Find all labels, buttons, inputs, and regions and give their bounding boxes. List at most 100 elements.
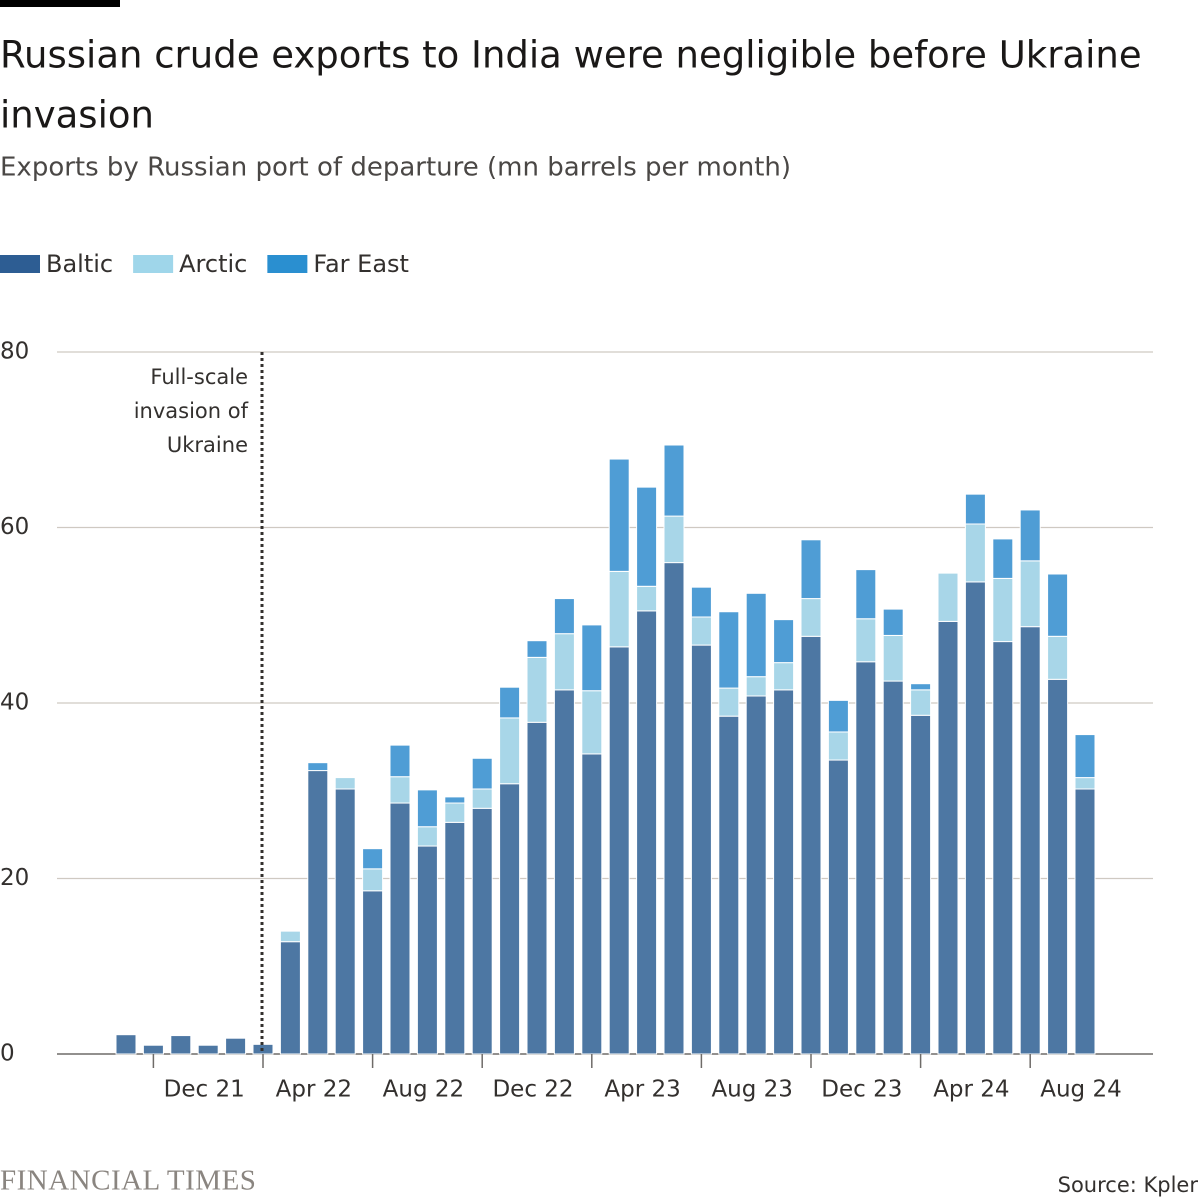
bar-segment (718, 687, 740, 717)
annotation: Full-scale (150, 365, 248, 389)
legend-swatch (0, 255, 40, 273)
bar-segment (444, 796, 466, 804)
annotation: invasion of (134, 399, 249, 423)
legend-label: Arctic (179, 250, 247, 278)
bar-segment (690, 644, 712, 1055)
x-tick-label: Dec 21 (164, 1077, 245, 1103)
bar-segment (773, 689, 795, 1055)
bar-segment (499, 686, 521, 719)
bar-segment (581, 753, 603, 1055)
bar-segment (334, 788, 356, 1055)
bar-segment (663, 515, 685, 564)
bar-segment (416, 789, 438, 828)
bar-segment (773, 662, 795, 691)
bar-segment (937, 620, 959, 1055)
legend-label: Baltic (46, 250, 113, 278)
bar-segment (608, 570, 630, 648)
bar-segment (115, 1034, 137, 1055)
annotation: Ukraine (167, 433, 248, 457)
bar-segment (1019, 560, 1041, 628)
x-tick-label: Aug 23 (711, 1077, 793, 1103)
bar-segment (225, 1037, 247, 1055)
bar-segment (362, 848, 384, 870)
legend-swatch (267, 255, 308, 273)
bar-segment (362, 890, 384, 1055)
x-tick-label: Dec 23 (821, 1077, 902, 1103)
x-tick-label: Apr 23 (604, 1077, 680, 1103)
bar-segment (992, 538, 1014, 579)
bar-segment (964, 523, 986, 583)
bar-segment (745, 592, 767, 678)
x-tick-label: Aug 22 (383, 1077, 465, 1103)
bar-segment (1019, 509, 1041, 562)
bar-segment (307, 762, 329, 772)
bar-segment (636, 585, 658, 612)
bar-segment (827, 759, 849, 1055)
bar-segment (827, 731, 849, 761)
bar-segment (279, 930, 301, 943)
bar-segment (964, 493, 986, 525)
y-tick-label: 60 (0, 514, 29, 540)
y-tick-label: 80 (0, 339, 29, 365)
bar-segment (910, 683, 932, 691)
bar-segment (471, 807, 493, 1055)
bar-segment (910, 689, 932, 716)
bar-segment (800, 598, 822, 637)
y-tick-label: 20 (0, 865, 29, 891)
bar-segment (307, 770, 329, 1055)
bar-segment (964, 581, 986, 1055)
bar-segment (553, 598, 575, 635)
bar-segment (389, 776, 411, 804)
bar-segment (882, 680, 904, 1055)
bar-segment (1047, 573, 1069, 637)
bar-segment (581, 690, 603, 755)
bar-segment (471, 757, 493, 790)
bar-segment (773, 619, 795, 664)
bar-segment (827, 699, 849, 733)
y-tick-label: 40 (0, 690, 29, 716)
bar-segment (444, 821, 466, 1055)
bar-segment (608, 646, 630, 1055)
bar-segment (142, 1044, 164, 1055)
bar-segment (992, 577, 1014, 643)
bar-segment (718, 611, 740, 689)
x-tick-label: Apr 24 (933, 1077, 1009, 1103)
bar-segment (855, 569, 877, 620)
x-tick-label: Dec 22 (492, 1077, 573, 1103)
bar-segment (170, 1035, 192, 1055)
legend-label: Far East (313, 250, 409, 278)
bar-segment (553, 689, 575, 1055)
bar-segment (197, 1044, 219, 1055)
bar-segment (1074, 788, 1096, 1055)
chart-title: Russian crude exports to India were negl… (0, 34, 1142, 77)
bar-segment (1047, 635, 1069, 680)
bar-segment (1074, 777, 1096, 790)
bar-segment (855, 618, 877, 663)
bar-segment (279, 941, 301, 1055)
bar-segment (690, 616, 712, 646)
bar-segment (910, 714, 932, 1055)
bar-segment (636, 610, 658, 1055)
bar-segment (608, 458, 630, 572)
bar-segment (663, 444, 685, 517)
bar-segment (526, 640, 548, 658)
x-tick-label: Apr 22 (276, 1077, 352, 1103)
source: Source: Kpler (1058, 1173, 1199, 1197)
bar-segment (992, 641, 1014, 1055)
chart-title: invasion (0, 94, 154, 137)
legend-swatch (133, 255, 174, 273)
chart-subtitle: Exports by Russian port of departure (mn… (0, 153, 791, 183)
bar-segment (581, 624, 603, 692)
brand-bar (0, 0, 120, 7)
bar-segment (334, 777, 356, 790)
bar-segment (471, 788, 493, 809)
bar-segment (526, 721, 548, 1055)
bar-segment (499, 717, 521, 785)
bar-segment (800, 635, 822, 1055)
bar-segment (937, 572, 959, 622)
bar-segment (526, 656, 548, 723)
bar-segment (745, 695, 767, 1055)
bar-segment (389, 802, 411, 1055)
bar-segment (444, 802, 466, 823)
